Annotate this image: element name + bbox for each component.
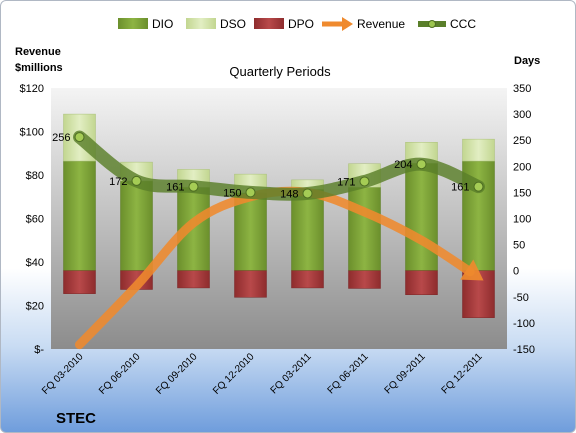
ccc-point — [302, 188, 313, 199]
ccc-point — [359, 176, 370, 187]
legend-ccc-label: CCC — [450, 17, 476, 31]
ccc-point — [74, 132, 85, 143]
left-tick-label: $60 — [26, 214, 44, 226]
ccc-point — [131, 175, 142, 186]
left-tick-label: $40 — [26, 257, 44, 269]
left-axis-label-line1: Revenue — [15, 46, 61, 58]
category-label: FQ 06-2011 — [326, 351, 371, 396]
ccc-point — [188, 181, 199, 192]
category-label: FQ 06-2010 — [97, 351, 143, 397]
right-tick-label: -50 — [513, 292, 529, 304]
right-tick-label: 100 — [513, 214, 531, 226]
legend-dpo-label: DPO — [288, 17, 314, 31]
ccc-data-label: 161 — [451, 182, 469, 194]
right-tick-label: 300 — [513, 109, 531, 121]
right-axis-label: Days — [514, 55, 540, 67]
right-tick-label: -150 — [513, 344, 535, 356]
dpo-bar — [291, 270, 324, 289]
left-tick-label: $20 — [26, 301, 44, 313]
dpo-bar — [177, 270, 210, 289]
left-tick-label: $- — [34, 344, 44, 356]
dio-bar — [63, 160, 96, 271]
category-label: FQ 09-2010 — [154, 351, 200, 397]
legend-ccc-line-icon — [418, 20, 446, 28]
right-tick-label: 250 — [513, 135, 531, 147]
ccc-point — [473, 181, 484, 192]
category-label: FQ 03-2011 — [269, 351, 314, 396]
legend-dso-label: DSO — [220, 17, 246, 31]
right-tick-label: 50 — [513, 240, 525, 252]
dio-bar — [234, 192, 267, 271]
chart-title: Quarterly Periods — [229, 64, 331, 79]
category-label: FQ 09-2011 — [383, 351, 428, 396]
revenue-arrowhead — [460, 259, 484, 281]
ccc-point — [416, 159, 427, 170]
left-tick-label: $80 — [26, 170, 44, 182]
category-label: FQ 03-2010 — [40, 351, 86, 397]
left-axis-label-line2: $millions — [15, 62, 63, 74]
legend-revenue-label: Revenue — [357, 17, 405, 31]
dio-bar — [291, 189, 324, 271]
lines: 256 172 161 150 148 171 204 161 — [52, 130, 485, 350]
dio-bar — [462, 160, 495, 271]
legend-dso-swatch — [186, 18, 216, 29]
dio-bar — [120, 180, 153, 271]
category-labels: FQ 03-2010 FQ 06-2010 FQ 09-2010 FQ 12-2010… — [40, 351, 485, 397]
ccc-data-label: 172 — [109, 176, 127, 188]
dio-bar — [405, 162, 438, 271]
dpo-bar — [234, 270, 267, 298]
legend: DIO DSO DPO Revenue CCC — [118, 17, 476, 31]
ccc-data-label: 161 — [166, 182, 184, 194]
ccc-data-label: 256 — [52, 132, 70, 144]
right-tick-label: 350 — [513, 83, 531, 95]
dso-bar — [462, 138, 495, 162]
legend-dio-label: DIO — [152, 17, 173, 31]
right-tick-label: 200 — [513, 161, 531, 173]
dpo-bar — [63, 270, 96, 294]
left-axis-ticks: $- $20 $40 $60 $80 $100 $120 — [20, 83, 45, 356]
legend-dpo-swatch — [254, 18, 284, 29]
right-tick-label: 150 — [513, 187, 531, 199]
company-label: STEC — [56, 410, 96, 427]
ccc-data-label: 171 — [337, 176, 355, 188]
right-tick-label: -100 — [513, 318, 535, 330]
ccc-point — [245, 187, 256, 198]
right-tick-label: 0 — [513, 266, 519, 278]
legend-revenue-arrow-icon — [322, 17, 353, 31]
dpo-bar — [348, 270, 381, 289]
bars — [63, 113, 495, 318]
category-label: FQ 12-2011 — [440, 351, 485, 396]
category-label: FQ 12-2010 — [211, 351, 257, 397]
ccc-data-label: 150 — [223, 187, 241, 199]
dpo-bar — [405, 270, 438, 295]
dio-bar — [348, 186, 381, 271]
left-tick-label: $100 — [20, 127, 44, 139]
legend-dio-swatch — [118, 18, 148, 29]
right-axis-ticks: -150 -100 -50 0 50 100 150 200 250 300 350 — [513, 83, 535, 356]
ccc-data-label: 204 — [394, 159, 412, 171]
ccc-data-label: 148 — [280, 188, 298, 200]
left-tick-label: $120 — [20, 83, 44, 95]
